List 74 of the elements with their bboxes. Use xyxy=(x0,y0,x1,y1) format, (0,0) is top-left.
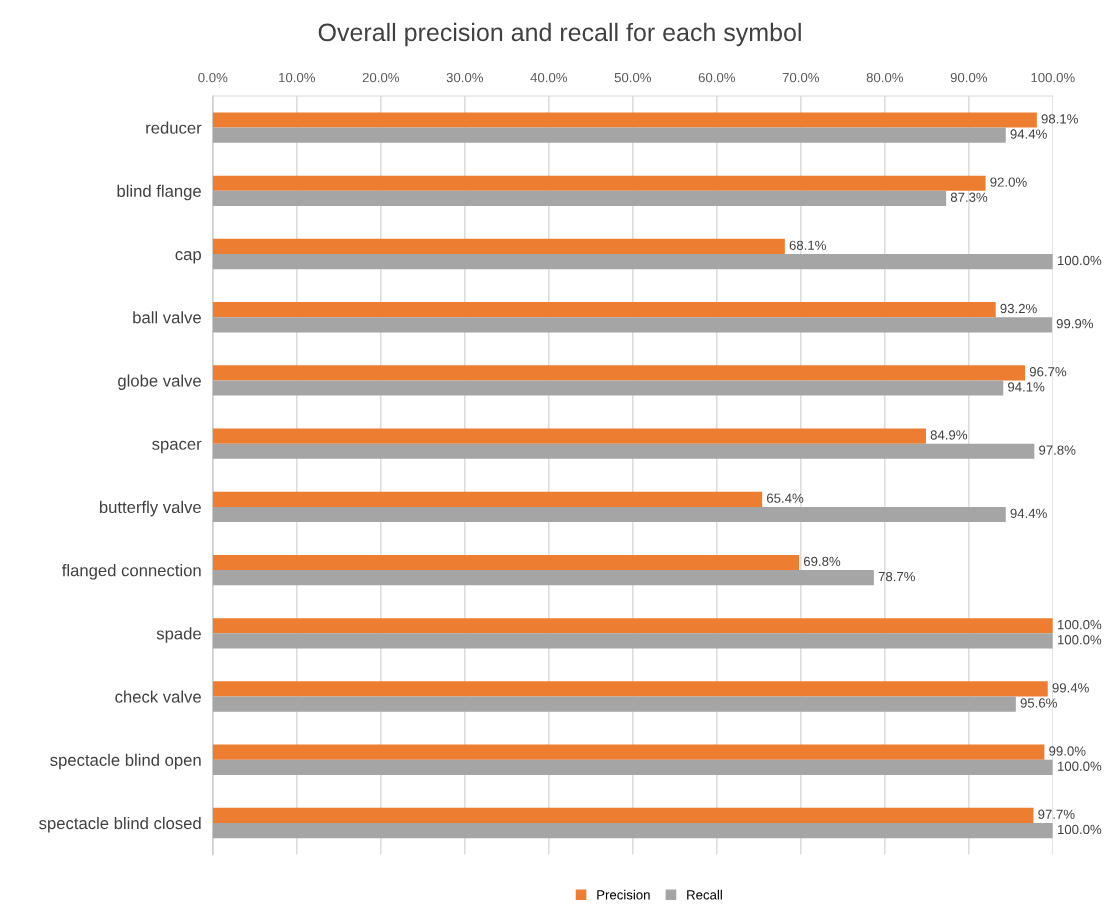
x-tick-label: 90.0% xyxy=(950,72,988,83)
bar xyxy=(212,759,1053,775)
data-label: 94.4% xyxy=(1010,129,1047,139)
data-label: 100.0% xyxy=(1057,619,1102,630)
data-label: 95.6% xyxy=(1020,698,1057,708)
data-label: 99.4% xyxy=(1052,683,1089,693)
y-tick-label: spectacle blind open xyxy=(50,753,201,770)
data-label: 98.1% xyxy=(1041,114,1078,124)
bar xyxy=(212,633,1053,649)
x-tick-label: 10.0% xyxy=(279,72,316,83)
bar xyxy=(212,618,1053,634)
x-tick-label: 80.0% xyxy=(866,72,904,83)
bar xyxy=(212,380,1004,396)
bar xyxy=(212,317,1052,333)
bar xyxy=(212,112,1037,128)
bar xyxy=(212,238,785,255)
data-label: 65.4% xyxy=(767,493,804,503)
bar xyxy=(212,127,1006,143)
x-tick-label: 70.0% xyxy=(782,72,820,83)
x-tick-label: 20.0% xyxy=(362,72,400,83)
data-label: 99.9% xyxy=(1056,319,1094,329)
data-label: 84.9% xyxy=(930,430,968,440)
data-label: 100.0% xyxy=(1057,255,1102,266)
data-label: 100.0% xyxy=(1057,635,1102,645)
data-label: 87.3% xyxy=(950,192,988,202)
legend-label: Recall xyxy=(687,889,722,900)
x-tick-label: 0.0% xyxy=(198,72,228,83)
y-tick-label: cap xyxy=(175,251,201,264)
data-label: 97.7% xyxy=(1038,809,1075,819)
y-tick-label: spectacle blind closed xyxy=(39,816,201,833)
bar xyxy=(212,570,874,586)
bar xyxy=(212,365,1026,381)
bar xyxy=(212,681,1048,697)
data-label: 69.8% xyxy=(803,556,841,567)
data-label: 97.8% xyxy=(1039,445,1076,455)
bar xyxy=(212,190,947,206)
x-tick-label: 100.0% xyxy=(1031,72,1075,83)
data-label: 96.7% xyxy=(1029,367,1067,377)
x-tick-label: 60.0% xyxy=(698,72,736,83)
x-tick-label: 30.0% xyxy=(446,72,484,83)
bar xyxy=(212,302,996,318)
bar xyxy=(212,822,1053,839)
y-tick-label: spacer xyxy=(152,440,202,454)
bar xyxy=(212,428,926,444)
y-tick-label: flanged connection xyxy=(62,564,201,580)
data-label: 94.4% xyxy=(1010,508,1047,519)
legend-label: Precision xyxy=(597,889,650,900)
y-tick-label: check valve xyxy=(115,690,201,703)
data-label: 99.0% xyxy=(1049,746,1086,756)
data-label: 100.0% xyxy=(1057,824,1102,835)
y-tick-label: blind flange xyxy=(117,184,201,201)
bar xyxy=(212,175,986,191)
data-label: 78.7% xyxy=(878,571,915,582)
data-label: 93.2% xyxy=(1000,303,1037,314)
bar xyxy=(212,696,1016,712)
bar xyxy=(212,254,1053,270)
bar xyxy=(212,554,800,571)
bar xyxy=(212,491,763,507)
x-tick-label: 50.0% xyxy=(614,72,652,83)
bar xyxy=(212,443,1035,459)
bar xyxy=(212,506,1006,523)
bar xyxy=(212,744,1045,760)
x-tick-label: 40.0% xyxy=(530,72,568,83)
chart-title: Overall precision and recall for each symbol xyxy=(318,22,801,47)
data-label: 68.1% xyxy=(789,240,826,250)
y-tick-label: reducer xyxy=(146,121,202,134)
y-tick-label: spade xyxy=(156,627,201,643)
y-tick-label: ball valve xyxy=(133,311,201,324)
bar xyxy=(212,807,1034,823)
y-tick-label: globe valve xyxy=(118,374,201,390)
data-label: 94.1% xyxy=(1008,382,1045,392)
data-label: 100.0% xyxy=(1057,761,1102,771)
data-label: 92.0% xyxy=(990,177,1027,187)
y-tick-label: butterfly valve xyxy=(99,500,201,517)
